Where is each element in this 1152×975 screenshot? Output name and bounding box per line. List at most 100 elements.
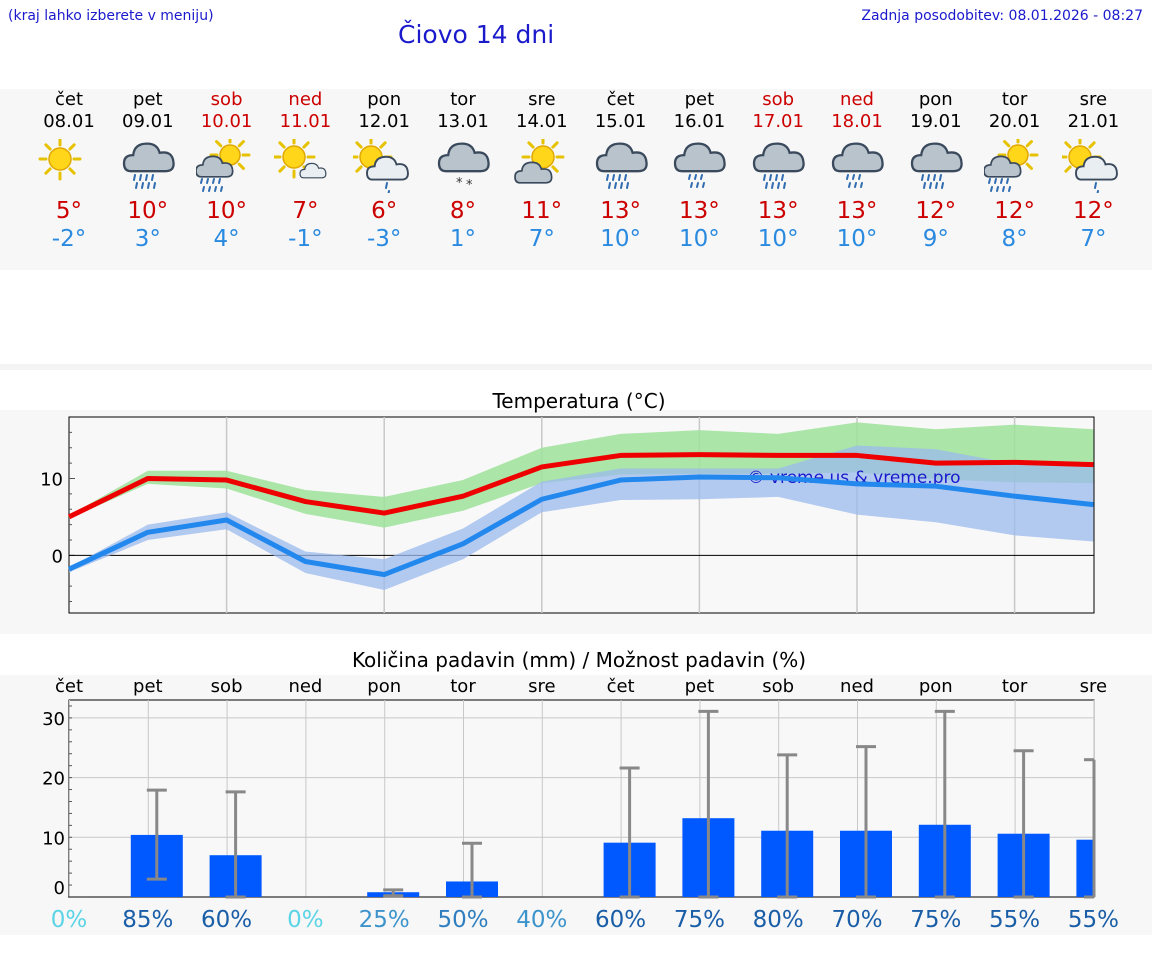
cloud-outline [753,142,805,173]
weather-icon [1062,139,1119,193]
rain-drop [219,186,223,192]
rain-drop [1007,186,1011,192]
day-label: pon [919,676,953,697]
day-column: tor 20.01 12° 8° [975,89,1055,253]
max-temperature: 13° [757,198,799,224]
precip-probability: 0% [287,907,324,933]
day-label: pet [133,676,163,697]
min-temperature: 3° [134,226,161,252]
rain-drop [775,174,779,181]
precip-probability: 70% [831,907,882,933]
rain-drop [938,174,942,181]
precipitation-chart: Količina padavin (mm) / Možnost padavin … [42,648,1119,933]
y-tick-label: 10 [42,828,65,849]
rain-drop [848,182,851,188]
rain-drop [138,174,142,181]
day-column: ned 11.01 7° -1° [265,89,345,253]
min-temperature: 7° [528,226,555,252]
rain-drop [995,186,999,192]
cloud-outline [1075,155,1119,181]
rain-drop [765,182,769,189]
rain-drop [771,182,775,189]
sun-ray [68,167,76,175]
day-column: ned 18.01 13° 10° [817,89,897,253]
weather-icon: * * [437,142,490,193]
precip-probability: 60% [595,907,646,933]
day-name: sre [1079,89,1108,110]
day-date: 16.01 [673,111,726,132]
min-temperature: 1° [449,226,477,252]
min-temperature: 7° [1080,226,1107,252]
rain-drop [385,182,389,189]
day-name: tor [450,89,476,110]
rain-drop [993,178,997,184]
day-date: 14.01 [516,111,568,132]
rain-drop [207,186,211,192]
precip-probability: 60% [201,907,252,933]
weather-icon [983,139,1039,192]
max-temperature: 12° [994,198,1035,224]
rain-drop [146,182,150,189]
cloud-outline [831,142,884,173]
rain-drop [781,174,785,181]
max-temperature: 8° [449,198,477,224]
rain-drop [860,182,863,188]
min-temperature-line [67,474,1094,578]
precipitation-bar [1076,839,1094,897]
rain-drop [694,174,698,180]
rain-drop [132,174,136,181]
day-date: 12.01 [358,111,410,132]
sun-ray [551,141,559,149]
snowflake: * [466,178,473,193]
sun-cloud-drizzle-icon [353,139,410,193]
day-name: pon [918,89,953,110]
rain-drop [846,174,849,180]
cloud-outline [122,142,175,173]
max-temperature: 10° [127,198,169,224]
rain-drop [152,182,156,189]
sun-small-cloud-icon [274,139,327,179]
rain-drop [688,174,692,180]
max-temperature: 12° [1073,198,1114,224]
day-label: čet [55,676,83,697]
y-tick-label: 20 [42,769,65,790]
max-temperature: 13° [679,198,720,224]
rain-drop [920,174,924,181]
sun-disc [531,145,555,169]
day-column: sre 14.01 11° 7° [502,89,582,253]
weather-icon [353,139,410,193]
max-temperature: 11° [521,198,563,224]
rain-drop [777,182,781,189]
rain-drop [940,182,944,189]
weather-icon [513,139,565,184]
day-date: 08.01 [43,111,95,132]
last-updated: Zadnja posodobitev: 08.01.2026 - 08:27 [861,8,1143,24]
day-date: 17.01 [752,111,804,132]
cloud-shape [366,155,410,181]
day-column: pon 19.01 12° 9° [896,89,976,253]
weather-icon [674,142,727,188]
location-hint: (kraj lahko izberete v meniju) [8,8,214,24]
sun-ray [379,141,387,149]
cloud-shape [122,142,175,173]
rain-drop [1094,182,1098,189]
day-name: sob [210,89,243,110]
sun-ray [355,141,363,149]
rain-drop [702,182,706,188]
rain-drop [700,174,704,180]
rain-drop [1096,190,1100,193]
cloud-shape [753,142,805,173]
sun-ray [1002,140,1010,148]
rain-drop [605,174,609,181]
sun-ray [237,140,245,148]
day-name: pet [133,89,163,110]
min-temperature: 10° [679,226,720,252]
rain-drop [387,190,391,193]
max-temperature: 6° [371,198,398,224]
temperature-chart: Temperatura (°C)010 © vreme.us & vreme.pr… [40,389,1095,614]
sun-ray [1064,141,1072,149]
day-name: ned [288,89,323,110]
cloud-outline [513,161,553,184]
rain-cloud-icon [910,142,963,189]
day-label: sob [211,676,243,697]
